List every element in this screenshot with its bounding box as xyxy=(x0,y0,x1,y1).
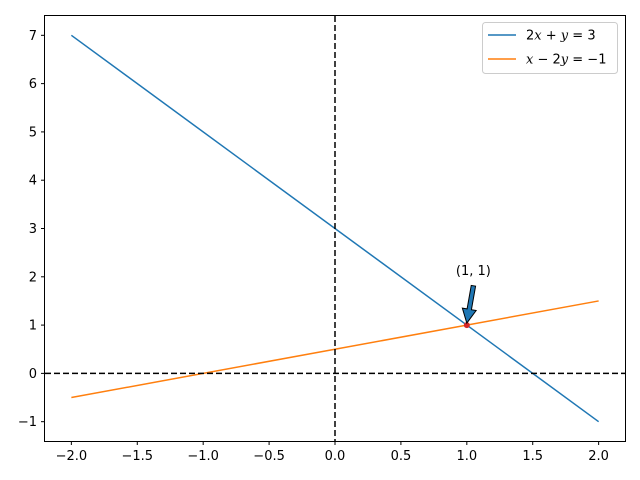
x-axis: −2.0 −1.5 −1.0 −0.5 0.0 0.5 1.0 1.5 2.0 xyxy=(56,441,609,464)
x-tick-label: −2.0 xyxy=(56,449,88,464)
y-tick-label: 0 xyxy=(29,367,37,382)
legend-label-part: = 3 xyxy=(568,29,595,44)
legend-label-0: 2x + y = 3 xyxy=(526,29,596,44)
x-tick-label: 2.0 xyxy=(588,449,609,464)
x-tick-label: −1.0 xyxy=(187,449,219,464)
y-tick-label: 6 xyxy=(29,77,37,92)
legend-label-part: y xyxy=(560,53,569,68)
intersection-point xyxy=(463,322,470,329)
y-tick-label: 3 xyxy=(29,222,37,237)
x-tick-label: 1.5 xyxy=(522,449,543,464)
annotation-label: (1, 1) xyxy=(456,264,491,279)
plot-content: (1, 1) xyxy=(45,16,625,441)
x-tick-label: 0.0 xyxy=(325,449,346,464)
y-axis: −1 0 1 2 3 4 5 6 7 xyxy=(18,29,45,430)
y-tick-label: 2 xyxy=(29,270,37,285)
x-tick-label: −1.5 xyxy=(121,449,153,464)
x-tick-label: 1.0 xyxy=(456,449,477,464)
annotation-arrow xyxy=(461,284,478,325)
y-tick-label: 4 xyxy=(29,174,37,189)
legend-label-part: 2 xyxy=(526,29,534,44)
y-tick-label: 1 xyxy=(29,319,37,334)
legend: 2x + y = 3x − 2y = −1 xyxy=(482,22,618,74)
x-tick-label: −0.5 xyxy=(253,449,285,464)
legend-label-part: x xyxy=(526,53,534,68)
legend-label-part: − 2 xyxy=(533,53,560,68)
legend-label-part: = −1 xyxy=(568,53,606,68)
legend-label-part: y xyxy=(560,29,569,44)
y-tick-label: 5 xyxy=(29,125,37,140)
y-tick-label: −1 xyxy=(18,415,37,430)
legend-label-part: + xyxy=(542,29,561,44)
legend-label-1: x − 2y = −1 xyxy=(526,53,606,68)
legend-box xyxy=(482,22,618,74)
x-tick-label: 0.5 xyxy=(391,449,412,464)
legend-label-part: x xyxy=(534,29,542,44)
y-tick-label: 7 xyxy=(29,29,37,44)
